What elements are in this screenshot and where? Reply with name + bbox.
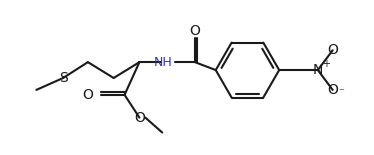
Text: NH: NH xyxy=(154,56,172,69)
Text: S: S xyxy=(59,71,67,85)
Text: O: O xyxy=(327,43,338,57)
Text: ⁻: ⁻ xyxy=(339,87,344,97)
Text: O: O xyxy=(327,83,338,97)
Text: +: + xyxy=(322,59,330,69)
Text: O: O xyxy=(190,24,200,38)
Text: O: O xyxy=(82,88,93,102)
Text: O: O xyxy=(134,111,145,125)
Text: N: N xyxy=(313,63,323,77)
